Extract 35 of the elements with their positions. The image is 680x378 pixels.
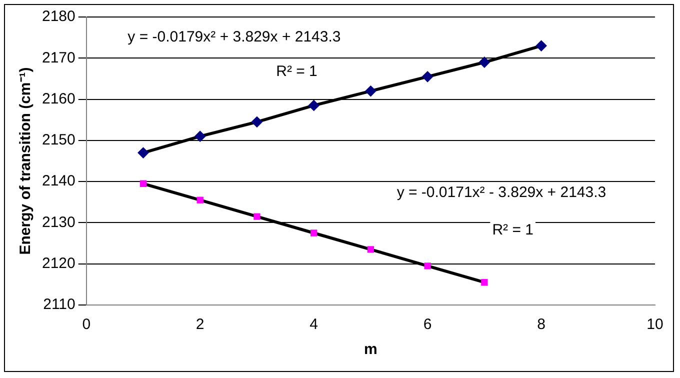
x-tick-label: 0 [82,316,91,334]
y-axis-title: Energy of transition (cm⁻¹) [17,67,34,255]
point [481,279,488,286]
x-tick-label: 6 [423,316,432,334]
y-tick-label: 2170 [42,49,76,66]
point [308,100,320,111]
annotation: R² = 1 [276,62,318,80]
point [365,86,376,97]
point [478,56,490,68]
point [310,230,318,236]
point [138,147,149,158]
y-tick-label: 2110 [43,296,76,314]
annotation: y = -0.0179x² + 3.829x + 2143.3 [128,28,341,46]
point [254,213,260,220]
x-tick-label: 8 [537,316,546,334]
y-tick-label: 2160 [42,90,76,108]
annotation: R² = 1 [492,221,534,238]
annotation: y = -0.0171x² - 3.829x + 2143.3 [396,184,606,201]
y-tick-label: 2180 [42,8,76,26]
point [367,246,374,253]
x-tick-label: 4 [310,316,318,334]
x-axis-title: m [364,341,378,358]
y-tick-label: 2140 [42,172,76,190]
point [196,196,204,204]
point [251,116,262,128]
point [422,71,434,82]
point [194,130,206,142]
y-tick-label: 2150 [42,132,76,149]
x-tick-label: 10 [646,316,664,334]
y-tick-label: 2130 [42,214,76,231]
point [424,262,431,270]
x-tick-label: 2 [196,316,204,334]
point [140,180,147,187]
point [536,40,547,52]
y-tick-label: 2120 [42,255,76,272]
